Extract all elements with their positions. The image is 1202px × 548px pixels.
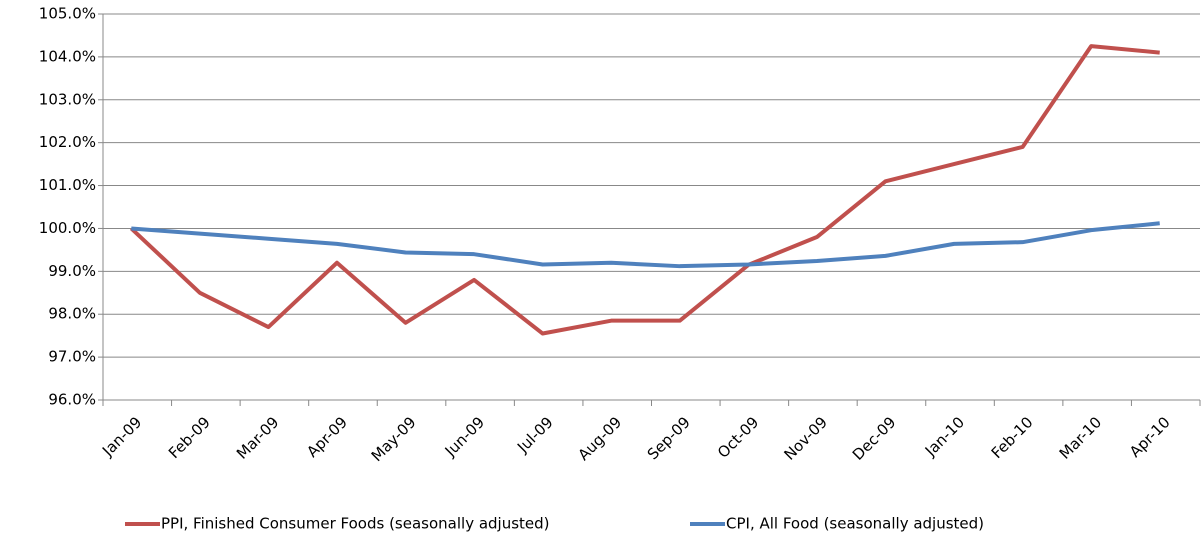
y-tick-label: 103.0% <box>39 90 96 108</box>
y-tick-label: 100.0% <box>39 219 96 237</box>
y-tick-label: 101.0% <box>39 176 96 194</box>
y-tick-label: 104.0% <box>39 47 96 65</box>
x-tick-label: Oct-09 <box>714 413 762 461</box>
y-tick-label: 102.0% <box>39 133 96 151</box>
x-tick-label: Jul-09 <box>513 413 557 457</box>
y-tick-label: 98.0% <box>48 305 96 323</box>
x-tick-label: Sep-09 <box>644 413 694 463</box>
y-tick-label: 96.0% <box>48 391 96 409</box>
x-tick-label: Mar-10 <box>1056 413 1105 462</box>
x-tick-label: Feb-10 <box>988 413 1037 462</box>
y-tick-label: 99.0% <box>48 262 96 280</box>
x-tick-label: Dec-09 <box>849 413 900 464</box>
y-tick-label: 97.0% <box>48 348 96 366</box>
series-line <box>129 44 1160 336</box>
x-tick-label: Aug-09 <box>574 413 625 464</box>
x-tick-label: May-09 <box>368 413 420 465</box>
x-tick-label: Jan-09 <box>98 413 145 460</box>
x-tick-label: Feb-09 <box>165 413 214 462</box>
y-tick-label: 105.0% <box>39 5 96 23</box>
x-tick-label: Mar-09 <box>233 413 282 462</box>
x-tick-label: Apr-10 <box>1126 413 1174 461</box>
x-tick-label: Jun-09 <box>441 413 488 460</box>
x-tick-label: Jan-10 <box>921 413 968 460</box>
x-tick-label: Nov-09 <box>780 413 830 463</box>
x-tick-label: Apr-09 <box>303 413 351 461</box>
series-line <box>131 221 1160 269</box>
legend-label: CPI, All Food (seasonally adjusted) <box>726 515 984 533</box>
legend-label: PPI, Finished Consumer Foods (seasonally… <box>161 515 550 533</box>
